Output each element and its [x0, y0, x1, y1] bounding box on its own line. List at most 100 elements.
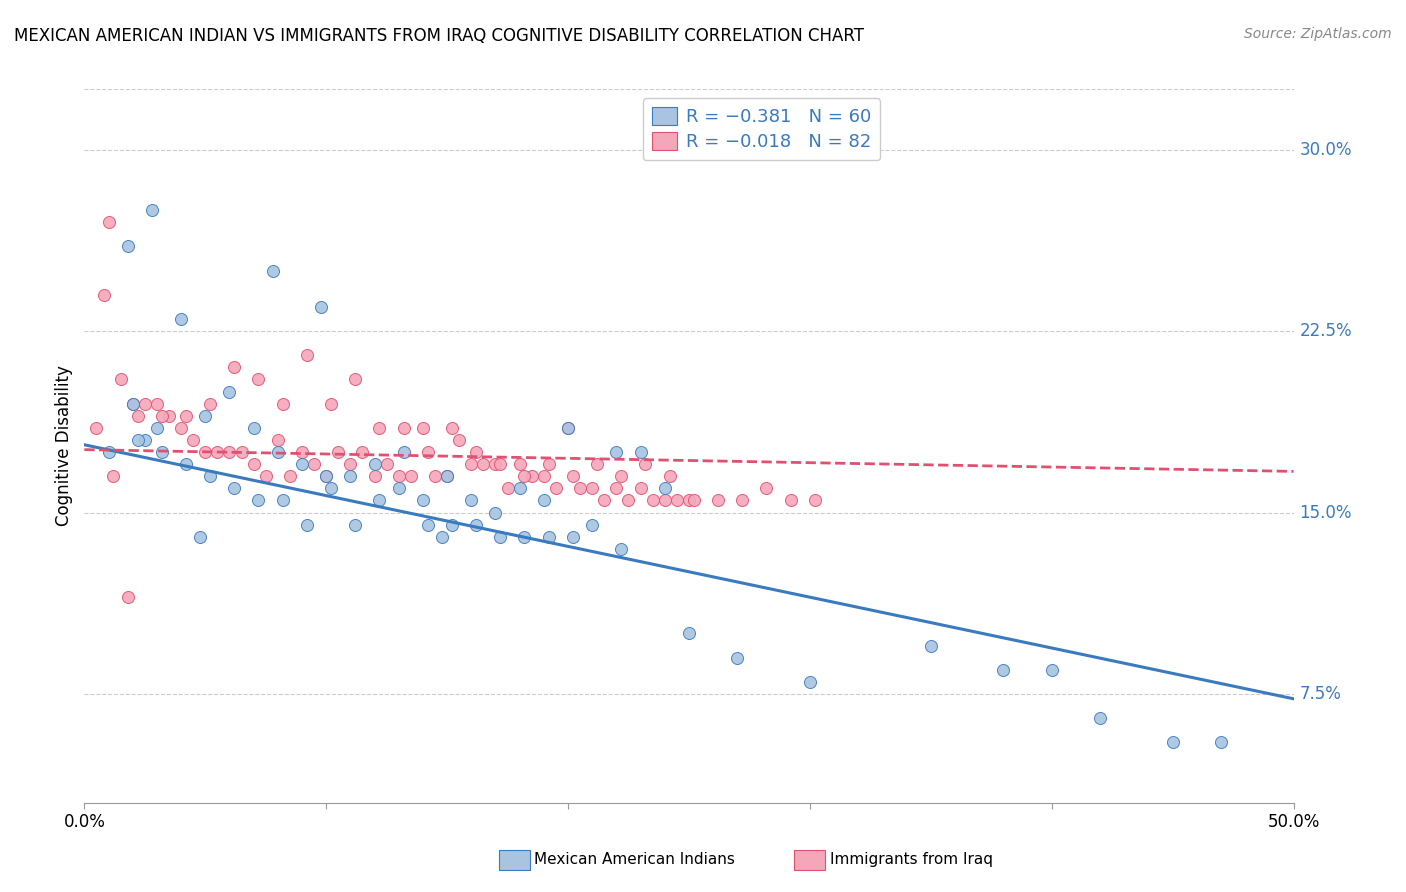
Point: [707, 493, 730, 508]
Point: [1161, 735, 1184, 749]
Point: [242, 421, 264, 435]
Point: [368, 421, 391, 435]
Text: Source: ZipAtlas.com: Source: ZipAtlas.com: [1244, 27, 1392, 41]
Point: [610, 469, 633, 483]
Point: [271, 397, 294, 411]
Point: [254, 469, 277, 483]
Point: [593, 493, 616, 508]
Point: [242, 457, 264, 471]
Text: Immigrants from Iraq: Immigrants from Iraq: [830, 853, 993, 867]
Point: [436, 469, 458, 483]
Point: [339, 457, 361, 471]
Point: [117, 239, 139, 253]
Point: [1040, 663, 1063, 677]
Point: [363, 469, 385, 483]
Point: [520, 469, 543, 483]
Point: [725, 650, 748, 665]
Point: [127, 433, 149, 447]
Point: [586, 457, 609, 471]
Point: [920, 639, 942, 653]
Point: [803, 493, 825, 508]
Point: [344, 517, 367, 532]
Point: [271, 493, 294, 508]
Point: [198, 397, 221, 411]
Text: 15.0%: 15.0%: [1299, 503, 1353, 522]
Point: [231, 445, 253, 459]
Point: [319, 481, 342, 495]
Point: [368, 493, 391, 508]
Point: [146, 397, 169, 411]
Legend: R = −0.381   N = 60, R = −0.018   N = 82: R = −0.381 N = 60, R = −0.018 N = 82: [643, 98, 880, 161]
Point: [731, 493, 754, 508]
Point: [460, 457, 482, 471]
Point: [181, 433, 204, 447]
Point: [388, 469, 411, 483]
Point: [363, 457, 385, 471]
Point: [484, 457, 506, 471]
Point: [375, 457, 398, 471]
Point: [198, 469, 221, 483]
Point: [267, 445, 290, 459]
Point: [465, 445, 488, 459]
Point: [436, 469, 458, 483]
Point: [630, 481, 652, 495]
Point: [617, 493, 640, 508]
Point: [412, 493, 434, 508]
Point: [654, 493, 676, 508]
Point: [678, 493, 700, 508]
Point: [779, 493, 801, 508]
Text: MEXICAN AMERICAN INDIAN VS IMMIGRANTS FROM IRAQ COGNITIVE DISABILITY CORRELATION: MEXICAN AMERICAN INDIAN VS IMMIGRANTS FR…: [14, 27, 865, 45]
Point: [1209, 735, 1232, 749]
Point: [658, 469, 681, 483]
Point: [484, 506, 506, 520]
Point: [218, 384, 240, 399]
Point: [472, 457, 495, 471]
Point: [103, 469, 125, 483]
Point: [291, 445, 314, 459]
Point: [224, 481, 246, 495]
Point: [302, 457, 325, 471]
Point: [569, 481, 592, 495]
Point: [654, 481, 676, 495]
Point: [412, 421, 434, 435]
Point: [97, 445, 120, 459]
Point: [207, 445, 229, 459]
Point: [496, 481, 519, 495]
Point: [665, 493, 688, 508]
Point: [634, 457, 657, 471]
Point: [581, 517, 603, 532]
Point: [86, 421, 108, 435]
Point: [170, 312, 193, 326]
Point: [295, 348, 318, 362]
Point: [190, 530, 212, 544]
Point: [247, 493, 270, 508]
Y-axis label: Cognitive Disability: Cognitive Disability: [55, 366, 73, 526]
Text: 7.5%: 7.5%: [1299, 685, 1341, 703]
Point: [533, 469, 555, 483]
Point: [170, 421, 193, 435]
Point: [1088, 711, 1111, 725]
Point: [630, 445, 652, 459]
Point: [174, 457, 197, 471]
Point: [537, 530, 560, 544]
Point: [557, 421, 579, 435]
Point: [247, 372, 270, 386]
Point: [295, 517, 318, 532]
Point: [110, 372, 132, 386]
Point: [315, 469, 337, 483]
Point: [311, 300, 333, 314]
Point: [513, 469, 536, 483]
Point: [993, 663, 1015, 677]
Point: [449, 433, 471, 447]
Point: [533, 493, 555, 508]
Point: [267, 433, 290, 447]
Point: [141, 203, 163, 218]
Point: [93, 288, 115, 302]
Point: [150, 445, 173, 459]
Point: [489, 457, 512, 471]
Point: [121, 397, 143, 411]
Point: [127, 409, 149, 423]
Point: [134, 397, 156, 411]
Point: [392, 421, 415, 435]
Point: [799, 674, 821, 689]
